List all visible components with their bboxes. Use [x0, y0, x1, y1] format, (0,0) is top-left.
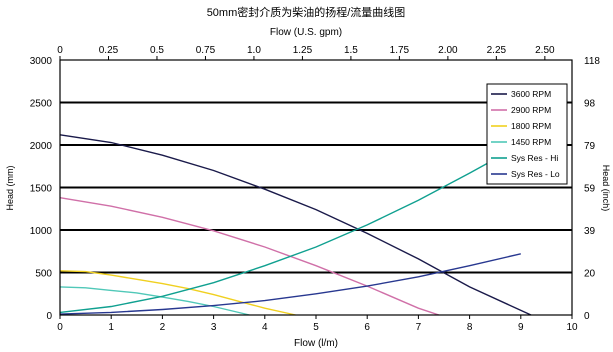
x2-tick-label: 2.00: [438, 45, 458, 56]
y-tick-label: 1000: [30, 226, 53, 237]
y-tick-label: 0: [46, 311, 52, 322]
x-tick-label: 0: [57, 322, 63, 333]
legend-label: Sys Res - Lo: [511, 169, 560, 179]
y2-tick-label: 79: [584, 141, 596, 152]
axes: [59, 56, 573, 319]
x-tick-label: 4: [262, 322, 268, 333]
y2-tick-label: 118: [584, 56, 600, 67]
series-line-sys_lo: [59, 253, 521, 315]
legend-label: 3600 RPM: [511, 89, 551, 99]
x2-tick-label: 0.75: [196, 45, 216, 56]
legend-label: 1800 RPM: [511, 121, 551, 131]
x2-tick-label: 1.0: [247, 45, 261, 56]
series-line-rpm1450: [59, 286, 250, 316]
x-tick-label: 10: [566, 322, 578, 333]
y2-tick-label: 98: [584, 99, 596, 110]
y-axis-label: Head (mm): [5, 165, 15, 210]
x2-tick-label: 0.5: [150, 45, 164, 56]
x-tick-label: 1: [108, 322, 114, 333]
y-tick-label: 1500: [30, 184, 53, 195]
series-line-rpm1800: [59, 270, 296, 316]
x2-tick-label: 1.75: [390, 45, 410, 56]
x2-axis-label: Flow (U.S. gpm): [270, 27, 342, 38]
y-tick-label: 2000: [30, 141, 53, 152]
x2-tick-label: 0.25: [99, 45, 119, 56]
series-line-sys_hi: [59, 144, 522, 314]
y2-axis-label: Head (inch): [601, 165, 611, 212]
y2-tick-label: 39: [584, 226, 596, 237]
series-line-rpm2900: [59, 197, 440, 316]
y2-tick-label: 20: [584, 269, 596, 280]
x-tick-label: 2: [160, 322, 166, 333]
y2-tick-label: 59: [584, 184, 596, 195]
x2-tick-label: 0: [57, 45, 63, 56]
legend-box: [486, 83, 568, 185]
y-tick-label: 3000: [30, 56, 53, 67]
x-tick-label: 8: [467, 322, 473, 333]
series-lines: [59, 134, 532, 316]
x2-tick-label: 1.5: [344, 45, 358, 56]
series-line-rpm3600: [59, 134, 532, 316]
legend: 3600 RPM 2900 RPM 1800 RPM 1450 RPM Sys Res …: [486, 83, 568, 185]
x-tick-label: 6: [364, 322, 370, 333]
y-tick-label: 500: [35, 269, 52, 280]
legend-label: Sys Res - Hi: [511, 153, 558, 163]
legend-label: 1450 RPM: [511, 137, 551, 147]
x2-tick-label: 2.25: [487, 45, 507, 56]
y-tick-label: 2500: [30, 99, 53, 110]
x-tick-label: 7: [416, 322, 422, 333]
x-tick-label: 9: [518, 322, 524, 333]
chart-title: 50mm密封介质为柴油的扬程/流量曲线图: [207, 5, 406, 19]
x2-tick-label: 1.25: [293, 45, 313, 56]
x-tick-label: 5: [313, 322, 319, 333]
legend-label: 2900 RPM: [511, 105, 551, 115]
y2-tick-label: 0: [584, 311, 590, 322]
x-axis-label: Flow (l/m): [294, 338, 338, 349]
x2-tick-label: 2.50: [535, 45, 555, 56]
x-tick-label: 3: [211, 322, 217, 333]
